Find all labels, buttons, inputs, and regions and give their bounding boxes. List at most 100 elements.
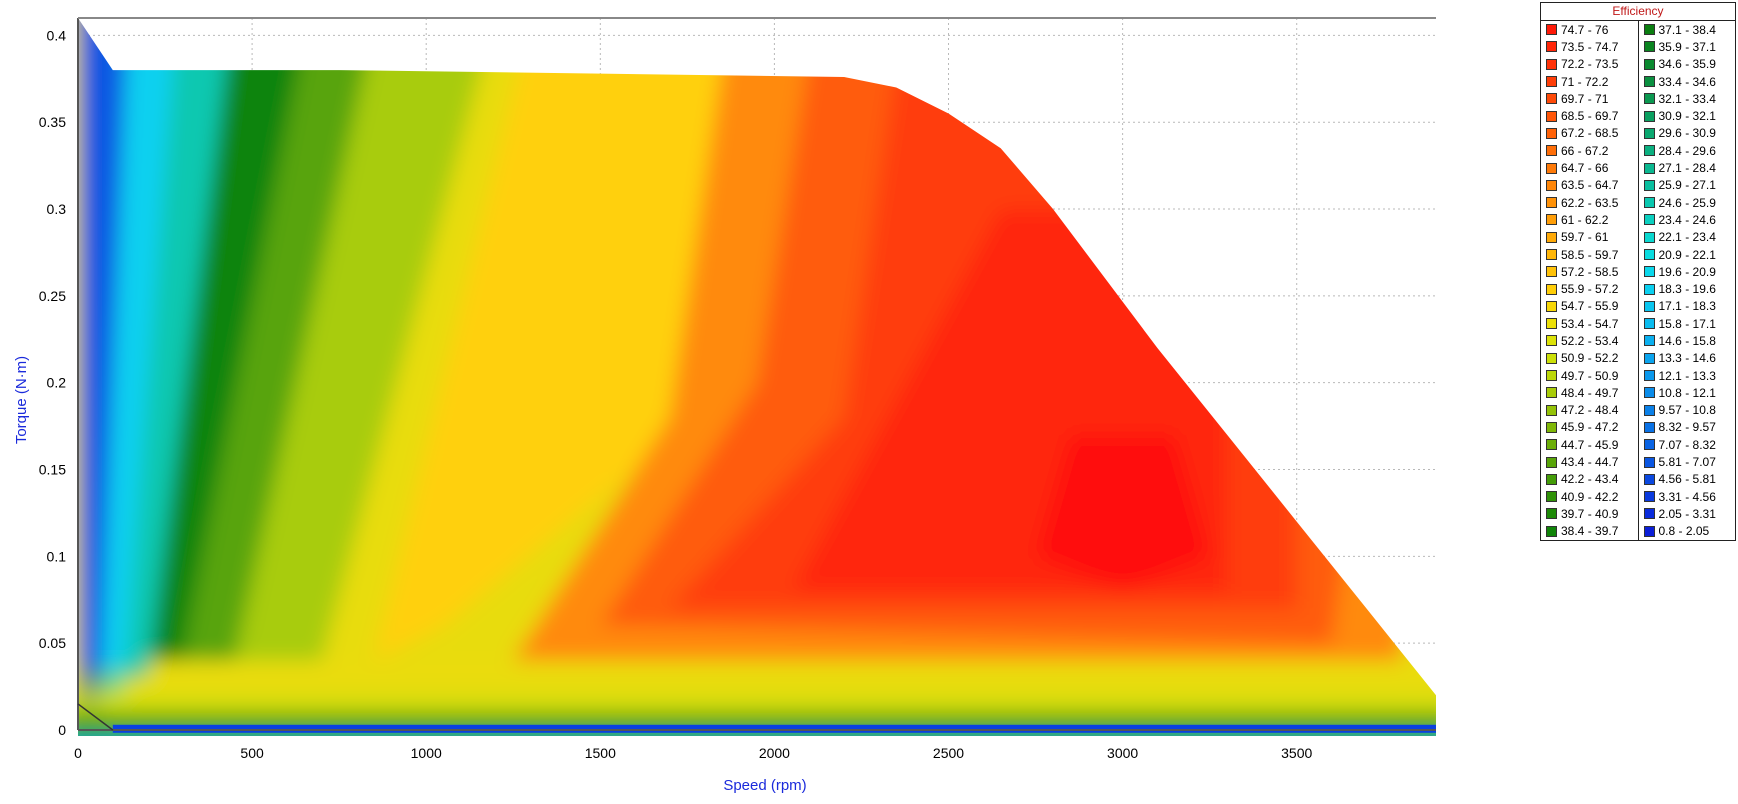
legend-label: 48.4 - 49.7 [1561,385,1619,400]
legend-label: 22.1 - 23.4 [1658,230,1716,245]
legend-entry: 23.4 - 24.6 [1639,211,1736,228]
legend-entry: 63.5 - 64.7 [1541,177,1638,194]
legend-entry: 5.81 - 7.07 [1639,453,1736,470]
legend-label: 59.7 - 61 [1561,230,1609,245]
legend-label: 73.5 - 74.7 [1561,39,1619,54]
legend-swatch [1546,249,1557,260]
legend-label: 44.7 - 45.9 [1561,437,1619,452]
legend-label: 25.9 - 27.1 [1658,178,1716,193]
legend-swatch [1643,370,1655,382]
legend-entry: 13.3 - 14.6 [1639,350,1736,367]
legend-entry: 53.4 - 54.7 [1541,315,1638,332]
legend-entry: 72.2 - 73.5 [1541,56,1638,73]
legend-swatch [1546,473,1557,485]
legend-swatch [1643,456,1655,468]
legend-entry: 40.9 - 42.2 [1541,488,1638,505]
legend-label: 5.81 - 7.07 [1658,455,1716,470]
y-tick-label: 0.2 [47,375,67,391]
efficiency-band-57 [374,18,810,661]
legend-entry: 25.9 - 27.1 [1639,177,1736,194]
legend-swatch [1643,231,1655,243]
legend-swatch [1643,162,1655,174]
legend-label: 4.56 - 5.81 [1658,472,1716,487]
legend-label: 66 - 67.2 [1561,143,1609,158]
legend-entry: 66 - 67.2 [1541,142,1638,159]
legend-entry: 20.9 - 22.1 [1639,246,1736,263]
legend-swatch [1546,24,1557,36]
legend-label: 72.2 - 73.5 [1561,57,1619,72]
legend-swatch [1643,266,1655,278]
legend-entry: 12.1 - 13.3 [1639,367,1736,384]
efficiency-contour-fill [78,18,1436,736]
legend-swatch [1546,127,1557,139]
y-tick-label: 0.1 [47,548,67,564]
envelope-edge [77,703,114,731]
legend-swatch [1546,41,1557,53]
legend-entry: 49.7 - 50.9 [1541,367,1638,384]
legend-swatch [1546,404,1557,416]
legend-entry: 24.6 - 25.9 [1639,194,1736,211]
legend-entry: 71 - 72.2 [1541,73,1638,90]
legend-swatch [1546,421,1557,433]
legend-entry: 27.1 - 28.4 [1639,159,1736,176]
legend-swatch [1546,370,1557,382]
legend-swatch [1643,421,1655,433]
y-tick-label: 0.15 [39,462,66,478]
legend-swatch [1546,179,1557,191]
efficiency-band-low-torque [78,660,1436,736]
legend-swatch [1546,352,1557,364]
legend-entry: 0.8 - 2.05 [1639,523,1736,540]
legend-label: 29.6 - 30.9 [1658,126,1716,141]
legend-label: 47.2 - 48.4 [1561,403,1619,418]
legend-label: 3.31 - 4.56 [1658,489,1716,504]
legend-entry: 44.7 - 45.9 [1541,436,1638,453]
legend-swatch [1643,318,1655,330]
legend-entry: 14.6 - 15.8 [1639,332,1736,349]
legend-entry: 30.9 - 32.1 [1639,107,1736,124]
legend-label: 62.2 - 63.5 [1561,195,1619,210]
legend-swatch [1643,76,1655,88]
efficiency-legend: Efficiency 74.7 - 76 73.5 - 74.7 72.2 - 73… [1540,2,1736,541]
legend-label: 42.2 - 43.4 [1561,472,1619,487]
legend-swatch [1546,76,1557,88]
x-tick-label: 2000 [759,745,790,761]
legend-swatch [1546,93,1557,105]
legend-label: 20.9 - 22.1 [1658,247,1716,262]
legend-label: 9.57 - 10.8 [1658,403,1716,418]
legend-label: 18.3 - 19.6 [1658,282,1716,297]
legend-entry: 4.56 - 5.81 [1639,471,1736,488]
legend-entry: 55.9 - 57.2 [1541,280,1638,297]
y-axis-title: Torque (N·m) [13,356,30,444]
legend-swatch [1546,110,1557,122]
legend-entry: 68.5 - 69.7 [1541,107,1638,124]
legend-label: 64.7 - 66 [1561,161,1609,176]
legend-entry: 22.1 - 23.4 [1639,229,1736,246]
legend-entry: 28.4 - 29.6 [1639,142,1736,159]
legend-swatch [1643,525,1655,537]
legend-entry: 8.32 - 9.57 [1639,419,1736,436]
legend-swatch [1643,58,1655,70]
legend-swatch [1546,283,1557,295]
legend-label: 53.4 - 54.7 [1561,316,1619,331]
y-axis-ticks: 0 0.05 0.1 0.15 0.2 0.25 0.3 0.35 0.4 [39,27,66,738]
legend-label: 8.32 - 9.57 [1658,420,1716,435]
legend-swatch [1546,439,1557,451]
legend-entry: 62.2 - 63.5 [1541,194,1638,211]
legend-label: 63.5 - 64.7 [1561,178,1619,193]
legend-entry: 42.2 - 43.4 [1541,471,1638,488]
legend-label: 15.8 - 17.1 [1658,316,1716,331]
legend-label: 68.5 - 69.7 [1561,109,1619,124]
y-tick-label: 0.35 [39,114,66,130]
x-tick-label: 3500 [1281,745,1312,761]
legend-entry: 38.4 - 39.7 [1541,523,1638,540]
legend-entry: 47.2 - 48.4 [1541,402,1638,419]
legend-label: 71 - 72.2 [1561,74,1609,89]
legend-entry: 34.6 - 35.9 [1639,56,1736,73]
legend-label: 14.6 - 15.8 [1658,333,1716,348]
legend-entry: 18.3 - 19.6 [1639,280,1736,297]
legend-label: 13.3 - 14.6 [1658,351,1716,366]
legend-swatch [1643,179,1655,191]
efficiency-band-min [112,724,1436,733]
x-tick-label: 3000 [1107,745,1138,761]
legend-label: 58.5 - 59.7 [1561,247,1619,262]
